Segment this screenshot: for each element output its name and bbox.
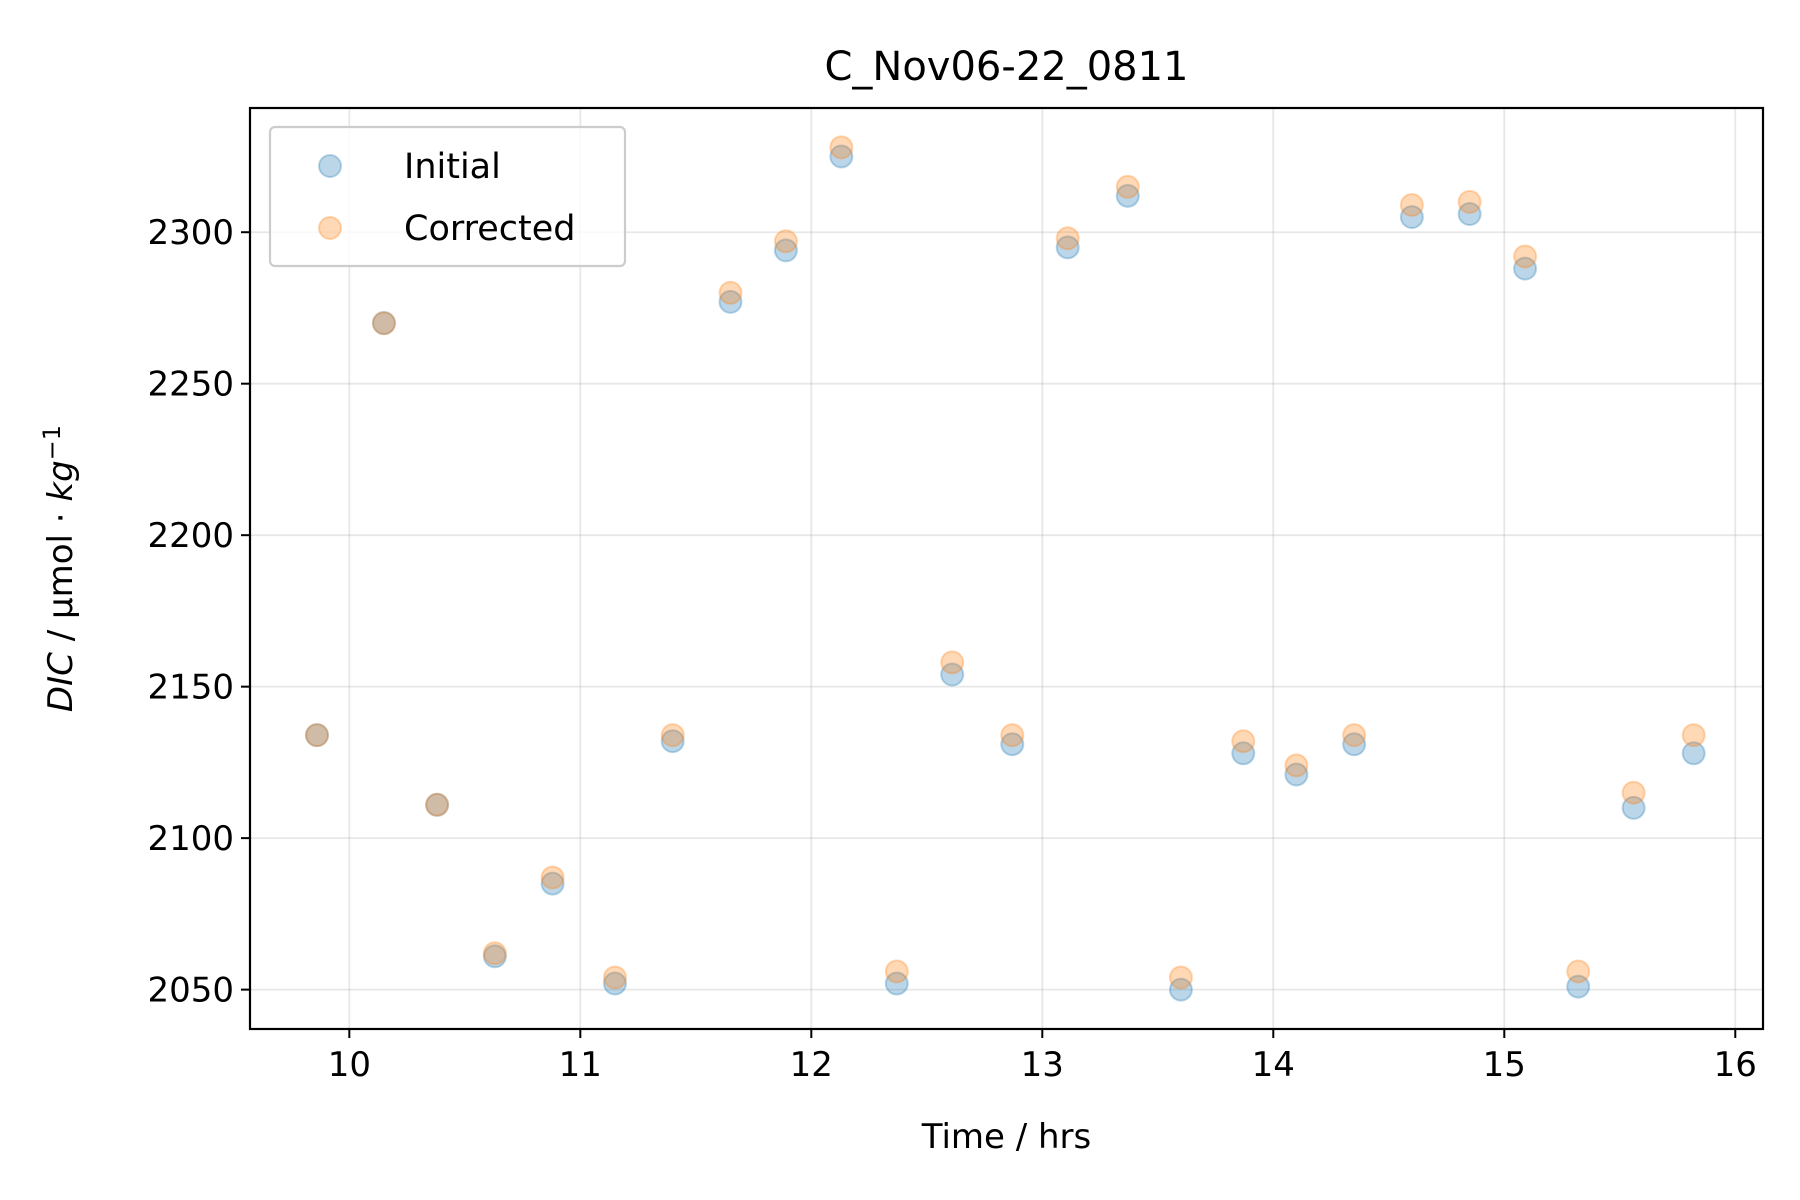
data-point-initial bbox=[371, 311, 396, 336]
y-axis-ticks: 2050 2100 2150 2200 2250 2300 bbox=[147, 213, 250, 1011]
x-axis-ticks: 10 11 12 13 14 15 16 bbox=[328, 1029, 1757, 1085]
data-point-corrected bbox=[371, 311, 396, 336]
data-point-initial bbox=[1457, 202, 1482, 227]
y-tick-label: 2100 bbox=[147, 819, 234, 859]
x-tick-label: 10 bbox=[328, 1045, 371, 1085]
data-point-initial bbox=[884, 971, 909, 996]
data-point-corrected bbox=[1399, 192, 1424, 217]
data-point-initial bbox=[1681, 741, 1706, 766]
legend-label-corrected: Corrected bbox=[404, 209, 576, 249]
data-point-corrected bbox=[884, 959, 909, 984]
x-tick-label: 13 bbox=[1021, 1045, 1064, 1085]
legend-label-initial: Initial bbox=[404, 147, 501, 187]
y-axis-title: DIC / µmol · kg−1 bbox=[38, 425, 81, 712]
data-point-initial bbox=[425, 792, 450, 817]
data-point-initial bbox=[602, 971, 627, 996]
y-tick-label: 2300 bbox=[147, 213, 234, 253]
data-point-initial bbox=[304, 723, 329, 748]
data-point-corrected bbox=[304, 723, 329, 748]
grid bbox=[250, 108, 1763, 1029]
data-point-initial bbox=[1231, 741, 1256, 766]
data-point-corrected bbox=[482, 941, 507, 966]
data-point-initial bbox=[1342, 732, 1367, 757]
data-point-corrected bbox=[602, 965, 627, 990]
x-tick-label: 11 bbox=[559, 1045, 602, 1085]
data-point-corrected bbox=[773, 229, 798, 254]
data-points bbox=[304, 135, 1706, 1002]
data-point-initial bbox=[1399, 205, 1424, 230]
data-point-initial bbox=[540, 871, 565, 896]
y-axis-title-units: / µmol · bbox=[41, 502, 81, 653]
data-point-corrected bbox=[1513, 244, 1538, 269]
data-point-corrected bbox=[1168, 965, 1193, 990]
data-point-corrected bbox=[1342, 723, 1367, 748]
data-point-initial bbox=[1115, 183, 1140, 208]
data-point-corrected bbox=[540, 865, 565, 890]
x-tick-label: 15 bbox=[1483, 1045, 1526, 1085]
data-point-corrected bbox=[1457, 189, 1482, 214]
legend-marker-initial bbox=[318, 154, 342, 178]
data-point-initial bbox=[1055, 235, 1080, 260]
data-point-corrected bbox=[1566, 959, 1591, 984]
data-point-corrected bbox=[1055, 226, 1080, 251]
data-point-initial bbox=[940, 662, 965, 687]
data-point-initial bbox=[1621, 795, 1646, 820]
x-tick-label: 12 bbox=[790, 1045, 833, 1085]
chart-title: C_Nov06-22_0811 bbox=[824, 44, 1188, 90]
x-tick-label: 16 bbox=[1714, 1045, 1757, 1085]
data-point-initial bbox=[1513, 256, 1538, 281]
data-point-initial bbox=[1000, 732, 1025, 757]
data-point-corrected bbox=[660, 723, 685, 748]
data-point-initial bbox=[660, 729, 685, 754]
legend-marker-corrected bbox=[318, 216, 342, 240]
data-point-corrected bbox=[1621, 780, 1646, 805]
data-point-initial bbox=[1168, 977, 1193, 1002]
data-point-corrected bbox=[718, 280, 743, 305]
data-point-corrected bbox=[1115, 174, 1140, 199]
data-point-corrected bbox=[425, 792, 450, 817]
data-point-initial bbox=[773, 238, 798, 263]
data-point-corrected bbox=[1284, 753, 1309, 778]
data-point-initial bbox=[1284, 762, 1309, 787]
data-point-corrected bbox=[1231, 729, 1256, 754]
data-point-initial bbox=[829, 144, 854, 169]
y-tick-label: 2250 bbox=[147, 365, 234, 405]
data-point-corrected bbox=[1000, 723, 1025, 748]
y-axis-title-quantity: DIC bbox=[41, 652, 81, 712]
data-point-initial bbox=[1566, 974, 1591, 999]
y-axis-title-exponent: −1 bbox=[38, 425, 66, 460]
y-tick-label: 2200 bbox=[147, 516, 234, 556]
data-point-initial bbox=[718, 289, 743, 314]
data-point-corrected bbox=[940, 650, 965, 675]
data-point-initial bbox=[482, 944, 507, 969]
plot-frame bbox=[248, 106, 1765, 1031]
y-axis-title-unit-kg: kg bbox=[41, 460, 81, 501]
x-axis-title: Time / hrs bbox=[921, 1117, 1092, 1157]
data-point-corrected bbox=[829, 135, 854, 160]
legend-box bbox=[268, 125, 627, 268]
series-initial bbox=[304, 144, 1706, 1002]
legend: Initial Corrected bbox=[268, 125, 627, 268]
x-tick-label: 14 bbox=[1252, 1045, 1295, 1085]
y-tick-label: 2050 bbox=[147, 971, 234, 1011]
data-point-corrected bbox=[1681, 723, 1706, 748]
series-corrected bbox=[304, 135, 1706, 990]
y-tick-label: 2150 bbox=[147, 668, 234, 708]
